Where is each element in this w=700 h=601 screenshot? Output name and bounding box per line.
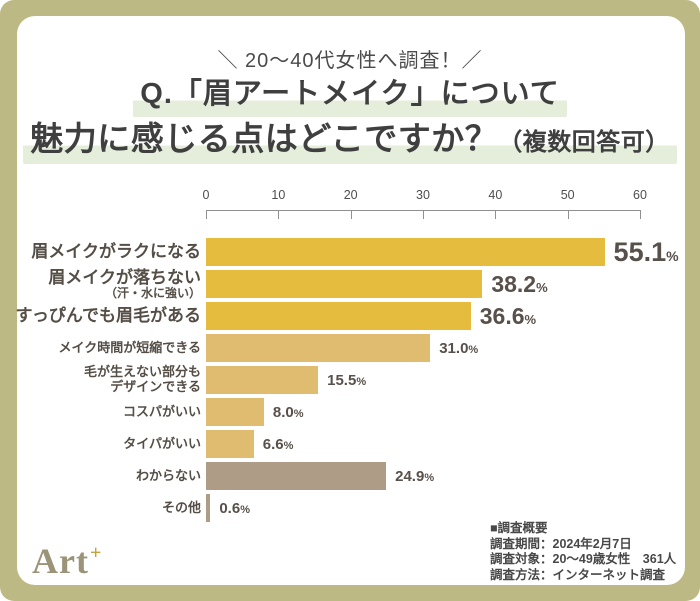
bar <box>206 302 471 330</box>
question-title-line2: 魅力に感じる点はどこですか？（複数回答可） <box>0 119 700 164</box>
category-label-line: その他 <box>161 499 201 515</box>
percent-sign: % <box>283 439 294 452</box>
logo-text: Art <box>32 541 89 581</box>
value-number: 15.5 <box>327 371 357 389</box>
bar-chart: 眉メイクがラクになる 55.1% 眉メイクが落ちない （汗・水に強い） 38.2% すっぴ… <box>0 237 700 526</box>
bar <box>206 398 264 426</box>
axis-tick-mark <box>640 210 641 219</box>
chart-row: わからない 24.9% <box>0 462 700 490</box>
bar <box>206 430 254 458</box>
value-label: 38.2% <box>491 271 547 298</box>
category-label-line: 眉メイクがラクになる <box>31 242 201 262</box>
category-label-line: すっぴんでも眉毛がある <box>15 306 201 326</box>
axis-tick-mark <box>423 210 424 219</box>
question-title-line1: Q.「眉アートメイク」について <box>0 77 700 117</box>
survey-method: 調査方法：インターネット調査 <box>490 567 666 582</box>
axis-tick-label: 10 <box>271 188 286 202</box>
category-label: 毛が生えない部分も デザインできる <box>0 365 206 394</box>
category-label: 眉メイクが落ちない （汗・水に強い） <box>0 268 206 300</box>
percent-sign: % <box>468 343 479 356</box>
category-label-line: タイパがいい <box>123 435 201 451</box>
axis-tick-label: 60 <box>633 188 647 202</box>
artplus-logo: Art+ <box>32 540 101 582</box>
percent-sign: % <box>293 407 304 420</box>
value-label: 6.6% <box>263 436 294 453</box>
axis-tick-label: 50 <box>560 188 575 202</box>
value-label: 24.9% <box>395 468 434 485</box>
title-line1-highlight: Q.「眉アートメイク」について <box>133 78 567 117</box>
value-label: 55.1% <box>614 237 679 268</box>
axis-tick-mark <box>567 210 569 219</box>
category-label: すっぴんでも眉毛がある <box>0 306 206 325</box>
percent-sign: % <box>240 503 250 516</box>
bar <box>206 462 387 490</box>
axis-tick-mark <box>495 210 497 219</box>
value-number: 38.2 <box>491 270 537 297</box>
category-label: 眉メイクがラクになる <box>0 242 206 261</box>
category-label-line: コスパがいい <box>122 403 201 419</box>
category-label: メイク時間が短縮できる <box>0 339 206 356</box>
bar <box>206 366 319 394</box>
axis-tick-mark <box>278 210 280 219</box>
axis-tick-label: 20 <box>343 188 358 202</box>
chart-row: タイパがいい 6.6% <box>0 430 700 458</box>
title-line2-note: （複数回答可） <box>498 129 670 156</box>
bar <box>206 238 605 266</box>
value-label: 36.6% <box>480 303 536 330</box>
title-line2-text: 魅力に感じる点はどこですか？ <box>30 120 499 157</box>
survey-target: 調査対象：20〜49歳女性 361人 <box>490 552 677 566</box>
value-label: 15.5% <box>327 372 366 389</box>
category-label-line: わからない <box>135 467 201 483</box>
value-number: 55.1 <box>613 236 667 267</box>
value-number: 0.6 <box>219 499 241 517</box>
category-label-sub: （汗・水に強い） <box>104 285 201 300</box>
header-tagline: ＼ 20〜40代女性へ調査！／ <box>217 50 483 72</box>
axis-tick-mark <box>206 210 207 219</box>
category-label: タイパがいい <box>0 435 206 452</box>
survey-period: 調査期間：2024年2月7日 <box>490 536 632 551</box>
value-label: 0.6% <box>219 500 250 517</box>
percent-sign: % <box>424 471 435 484</box>
axis-tick-label: 30 <box>416 188 430 202</box>
category-label-line: 毛が生えない部分も <box>83 364 201 380</box>
value-number: 36.6 <box>479 302 525 329</box>
chart-row: その他 0.6% <box>0 494 700 522</box>
percent-sign: % <box>524 311 537 327</box>
value-number: 31.0 <box>439 339 469 357</box>
axis-tick-mark <box>350 210 352 219</box>
chart-row: コスパがいい 8.0% <box>0 398 700 426</box>
axis-tick-label: 0 <box>202 188 210 202</box>
bar <box>206 334 431 362</box>
category-label-line: デザインできる <box>110 379 201 394</box>
title-line2-highlight: 魅力に感じる点はどこですか？（複数回答可） <box>23 120 677 164</box>
bar <box>206 494 211 522</box>
bar <box>206 270 483 298</box>
category-label-line: 眉メイクが落ちない <box>48 267 201 287</box>
percent-sign: % <box>356 375 367 388</box>
value-label: 8.0% <box>273 404 304 421</box>
survey-overview-heading: ■調査概要 <box>490 521 548 535</box>
axis-tick-label: 40 <box>488 188 503 202</box>
percent-sign: % <box>536 279 548 295</box>
value-number: 8.0 <box>272 403 294 421</box>
logo-plus-icon: + <box>89 542 102 564</box>
survey-overview: ■調査概要 調査期間：2024年2月7日 調査対象：20〜49歳女性 361人 … <box>490 521 676 583</box>
chart-row: 眉メイクがラクになる 55.1% <box>0 237 700 268</box>
category-label: コスパがいい <box>0 403 206 420</box>
chart-row: メイク時間が短縮できる 31.0% <box>0 334 700 362</box>
percent-sign: % <box>666 247 679 264</box>
value-number: 6.6 <box>262 435 284 453</box>
value-label: 31.0% <box>439 340 478 357</box>
value-number: 24.9 <box>395 467 425 485</box>
category-label-line: メイク時間が短縮できる <box>58 339 201 355</box>
chart-row: 毛が生えない部分も デザインできる 15.5% <box>0 365 700 394</box>
chart-row: すっぴんでも眉毛がある 36.6% <box>0 302 700 330</box>
category-label: その他 <box>0 499 206 516</box>
chart-row: 眉メイクが落ちない （汗・水に強い） 38.2% <box>0 268 700 300</box>
category-label: わからない <box>0 467 206 484</box>
